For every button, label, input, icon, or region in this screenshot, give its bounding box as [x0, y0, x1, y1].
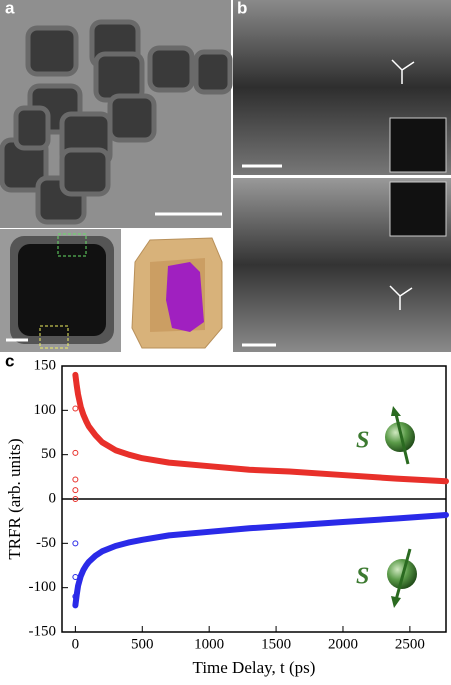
x-tick-label: 2000	[328, 636, 358, 652]
spin-label: S	[356, 428, 369, 454]
spin-up-icon	[385, 406, 415, 465]
x-tick-label: 0	[72, 636, 80, 652]
spin-down-icon	[387, 548, 417, 608]
y-tick-label: -50	[36, 535, 56, 551]
spin-label: S	[356, 564, 369, 590]
y-axis-label: TRFR (arb. units)	[5, 438, 24, 559]
y-tick-label: -150	[29, 623, 57, 639]
data-line	[72, 371, 449, 485]
data-line	[72, 511, 449, 609]
data-point	[72, 593, 79, 600]
y-tick-label: -100	[29, 579, 57, 595]
data-point	[72, 496, 79, 502]
data-point	[72, 449, 79, 456]
hrtem-images	[233, 0, 451, 352]
x-tick-label: 1500	[261, 636, 291, 652]
panel-label: c	[5, 351, 14, 370]
data-point	[72, 574, 79, 581]
tem-image	[0, 0, 233, 228]
data-point	[72, 476, 79, 483]
single-cube-image	[0, 229, 121, 352]
x-tick-label: 2500	[395, 636, 425, 652]
y-tick-label: 100	[34, 402, 57, 418]
y-tick-label: 150	[34, 357, 57, 373]
x-axis-label: Time Delay, t (ps)	[193, 658, 316, 677]
y-tick-label: 50	[41, 446, 56, 462]
y-tick-label: 0	[49, 490, 57, 506]
x-tick-label: 500	[131, 636, 154, 652]
panel-label: b	[237, 0, 247, 17]
3d-rendering	[121, 229, 231, 352]
data-point	[72, 487, 79, 494]
panel-label: a	[5, 0, 15, 17]
x-tick-label: 1000	[194, 636, 224, 652]
data-point	[72, 540, 79, 547]
data-point	[72, 405, 79, 412]
